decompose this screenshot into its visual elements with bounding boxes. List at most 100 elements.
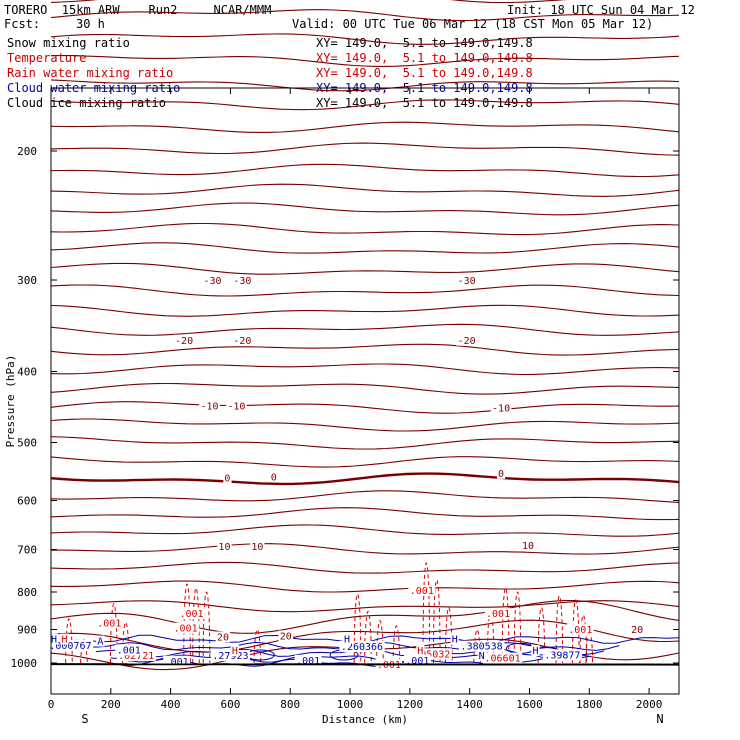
- y-tick-label: 700: [17, 544, 37, 557]
- isotherm: [50, 0, 569, 4]
- rain-contour: [202, 591, 211, 664]
- x-tick-label: 200: [101, 698, 121, 711]
- extremum-marker-bg: [49, 633, 59, 645]
- rain-label-bg: [95, 617, 123, 629]
- extremum-marker-bg: [60, 633, 69, 645]
- rain-label-bg: [412, 648, 452, 660]
- temperature-label: -30: [458, 276, 476, 287]
- temperature-label: -30: [233, 276, 251, 287]
- y-tick-label: 500: [17, 436, 37, 449]
- temperature-label: -20: [233, 336, 251, 347]
- extremum-marker: H: [344, 635, 350, 646]
- isotherm: [50, 456, 680, 468]
- field-temperature-name: Temperature: [7, 51, 87, 65]
- cloud-water-contour: [50, 641, 620, 651]
- temperature-label-bg: [202, 274, 223, 286]
- temperature-label: 20: [217, 632, 229, 643]
- cloud-water-label: .39877: [544, 650, 580, 661]
- rain-label: .02721: [118, 651, 154, 662]
- rain-contour: [422, 562, 431, 664]
- plot-frame: [50, 87, 680, 695]
- isotherm: [50, 561, 680, 574]
- temperature-label: -10: [200, 401, 218, 412]
- rain-contour: [585, 628, 594, 664]
- extremum-marker: H: [51, 635, 57, 646]
- y-tick-label: 900: [17, 623, 37, 636]
- isotherm: [50, 99, 680, 111]
- rain-label: .001: [377, 660, 401, 671]
- north-label: N: [656, 712, 663, 726]
- cloud-water-label: .001: [405, 656, 429, 667]
- isotherm: [50, 33, 680, 45]
- extremum-marker-bg: [96, 635, 105, 647]
- field-snow-xy: XY= 149.0, 5.1 to 149.0,149.8: [316, 36, 533, 50]
- extremum-marker-bg: [416, 645, 425, 657]
- cloud-water-label-bg: [115, 644, 143, 656]
- rain-label-bg: [116, 649, 156, 661]
- temperature-label-bg: [226, 400, 247, 412]
- y-tick-label: 300: [17, 274, 37, 287]
- x-axis-title: Distance (km): [322, 713, 408, 726]
- temperature-label: 20: [631, 625, 643, 636]
- isotherm: [50, 202, 680, 216]
- valid-time: Valid: 00 UTC Tue 06 Mar 12 (18 CST Mon …: [292, 17, 654, 31]
- temperature-label: -10: [492, 404, 510, 415]
- isotherm: [50, 183, 680, 197]
- cloud-water-label-bg: [403, 654, 431, 666]
- isotherm: [50, 600, 680, 634]
- isotherm: [50, 79, 680, 92]
- temperature-label-bg: [232, 334, 253, 346]
- cloud-water-label-bg: [339, 641, 385, 653]
- cloud-water-label-bg: [294, 654, 322, 666]
- rain-label: .001: [486, 609, 510, 620]
- cloud-water-label: .000767: [49, 641, 91, 652]
- temperature-label-bg: [456, 334, 477, 346]
- forecast-label: Fcst:: [4, 17, 41, 31]
- rain-label-bg: [482, 652, 523, 664]
- rain-contour: [555, 595, 564, 664]
- extremum-marker-bg: [450, 633, 459, 645]
- temperature-label: -30: [203, 276, 221, 287]
- temperature-label-bg: [490, 402, 512, 414]
- isotherm: [50, 418, 680, 432]
- y-tick-label: 600: [17, 494, 37, 507]
- rain-label: .001: [174, 624, 198, 635]
- temperature-label-bg: [456, 274, 477, 286]
- rain-label: .001: [180, 609, 204, 620]
- isotherm: [50, 507, 680, 521]
- isotherm: [50, 54, 680, 67]
- isotherm: [50, 304, 680, 317]
- isotherm: [50, 262, 680, 275]
- isotherm: [50, 242, 680, 254]
- isotherm: [50, 323, 680, 336]
- temperature-label-bg: [269, 471, 278, 483]
- isotherm: [50, 9, 680, 22]
- isotherm: [50, 284, 680, 297]
- x-tick-label: 400: [161, 698, 181, 711]
- rain-label: .001: [97, 618, 121, 629]
- temperature-label: 0: [271, 472, 277, 483]
- temperature-label-bg: [629, 623, 645, 635]
- y-tick-label: 1000: [11, 657, 38, 670]
- y-tick-label: 800: [17, 586, 37, 599]
- temperature-label-bg: [173, 334, 195, 346]
- extremum-marker-bg: [477, 649, 486, 661]
- y-axis-title: Pressure (hPa): [4, 355, 17, 448]
- x-tick-label: 600: [220, 698, 240, 711]
- temperature-label-bg: [278, 630, 293, 642]
- cloud-water-label: .27923: [212, 651, 248, 662]
- cloud-water-label: .380538: [461, 642, 503, 653]
- field-temperature-xy: XY= 149.0, 5.1 to 149.0,149.8: [316, 51, 533, 65]
- rain-label: .001: [410, 586, 434, 597]
- isotherm: [50, 382, 680, 395]
- rain-contour: [432, 579, 441, 664]
- temperature-label: -20: [175, 336, 193, 347]
- temperature-label: 10: [251, 542, 263, 553]
- isotherm: [50, 600, 680, 613]
- rain-contour: [253, 628, 262, 664]
- temperature-label: 10: [218, 542, 230, 553]
- extremum-marker: H: [417, 646, 423, 657]
- extremum-marker-bg: [230, 645, 240, 657]
- cloud-water-label: .001: [296, 656, 320, 667]
